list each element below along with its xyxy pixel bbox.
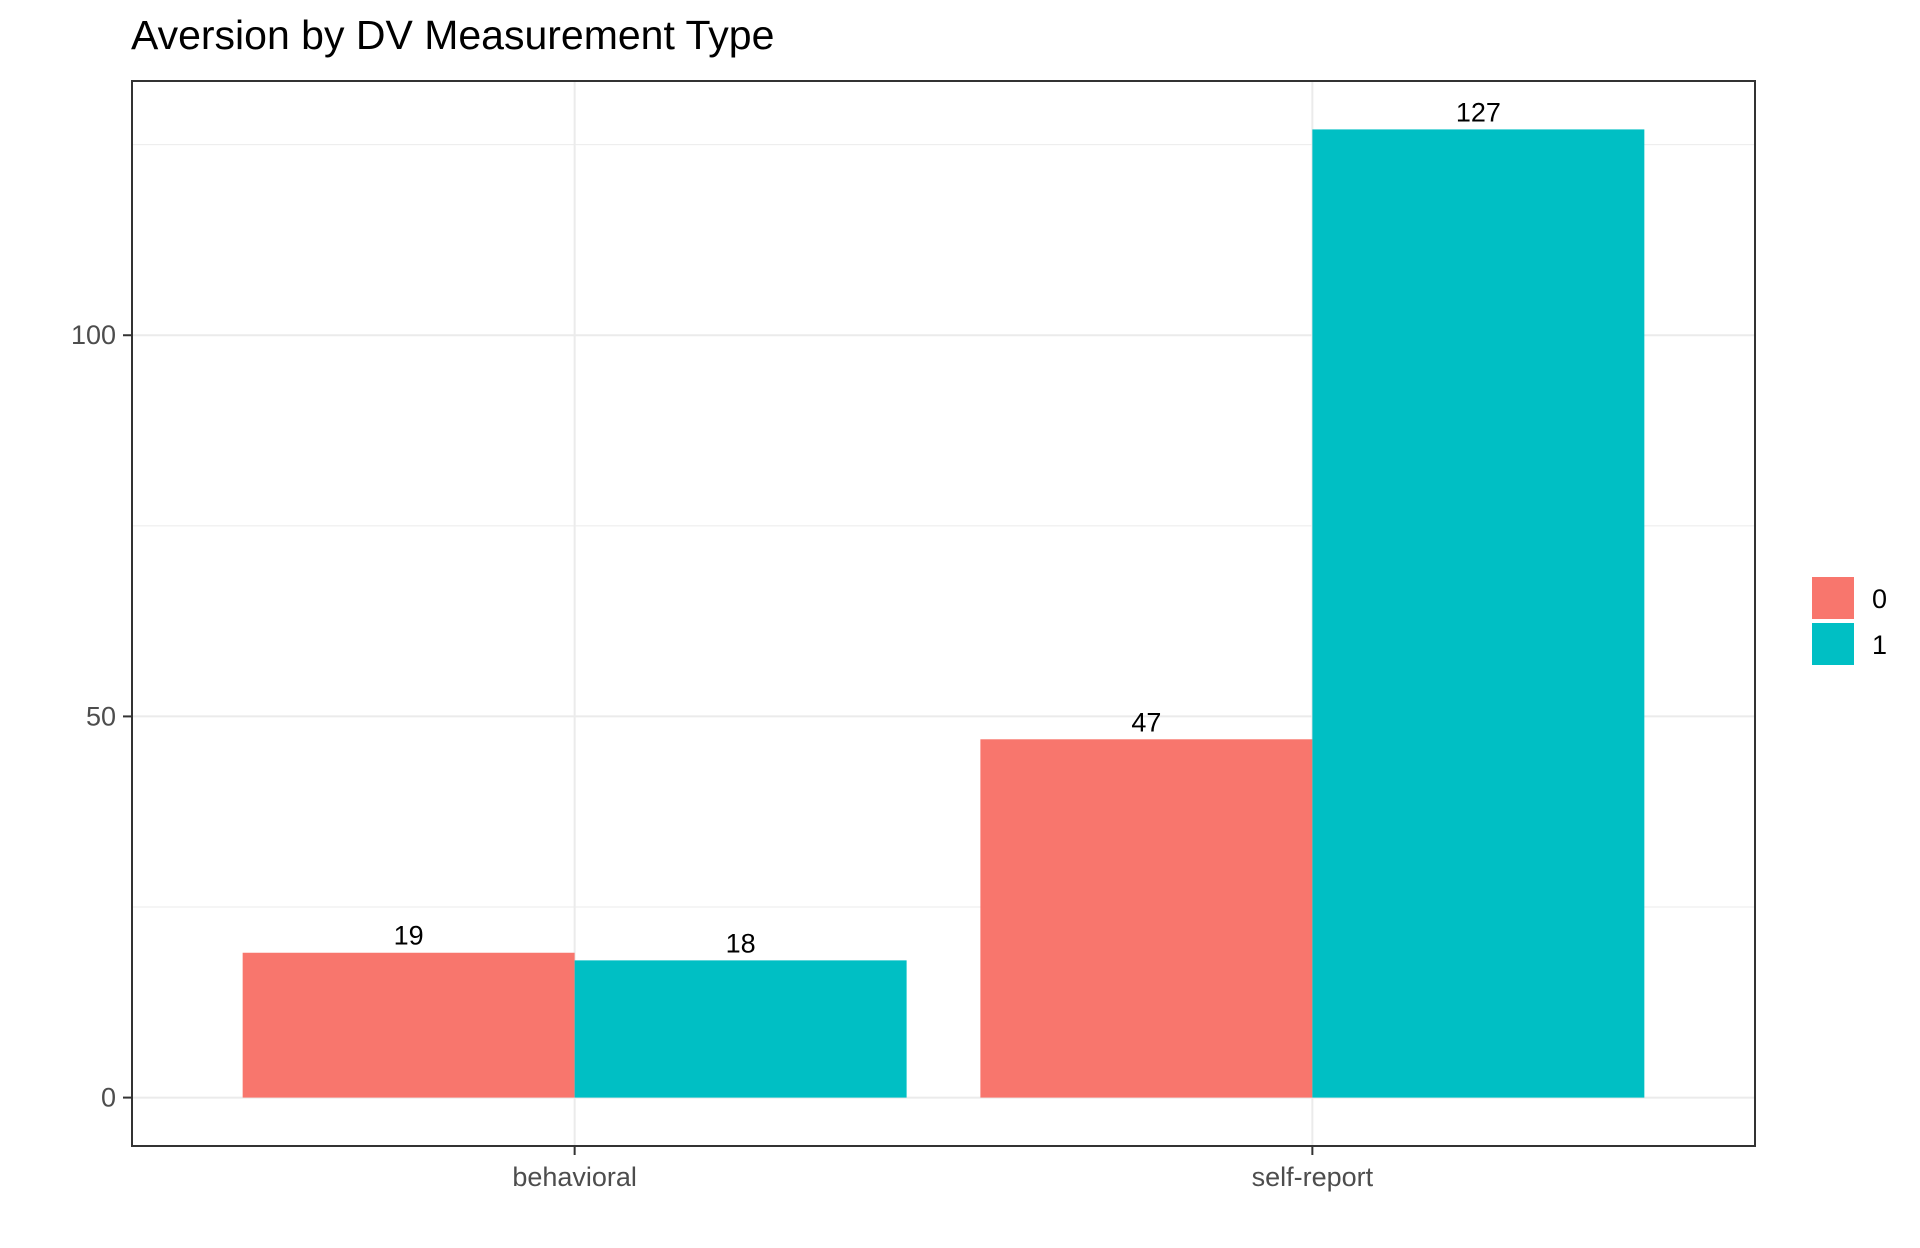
data-label-series-1-self-report: 127 xyxy=(1456,97,1501,127)
data-label-series-0-self-report: 47 xyxy=(1131,707,1161,737)
bar-series-0-self-report xyxy=(980,739,1313,1098)
legend-key-1 xyxy=(1812,623,1854,665)
data-label-series-0-behavioral: 19 xyxy=(394,921,424,951)
bars xyxy=(242,129,1645,1098)
chart-title: Aversion by DV Measurement Type xyxy=(131,12,775,58)
bar-series-1-behavioral xyxy=(574,960,907,1098)
panel-border xyxy=(131,80,1756,1147)
x-tick-label-behavioral: behavioral xyxy=(512,1162,637,1192)
y-tick-label-2: 100 xyxy=(71,320,116,350)
data-label-series-1-behavioral: 18 xyxy=(726,928,756,958)
y-tick-label-0: 0 xyxy=(101,1083,116,1113)
legend-label-0: 0 xyxy=(1872,584,1887,614)
data-labels: 19 47 18 127 xyxy=(394,97,1501,958)
legend-label-1: 1 xyxy=(1872,630,1887,660)
y-tick-label-1: 50 xyxy=(86,701,116,731)
x-tick-label-self-report: self-report xyxy=(1252,1162,1374,1192)
legend-key-0 xyxy=(1812,577,1854,619)
bar-series-1-self-report xyxy=(1312,129,1645,1098)
legend: 01 xyxy=(1812,577,1887,665)
bar-series-0-behavioral xyxy=(242,952,575,1098)
x-axis: behavioral self-report xyxy=(512,1146,1374,1192)
y-axis: 0 50 100 xyxy=(71,320,132,1113)
